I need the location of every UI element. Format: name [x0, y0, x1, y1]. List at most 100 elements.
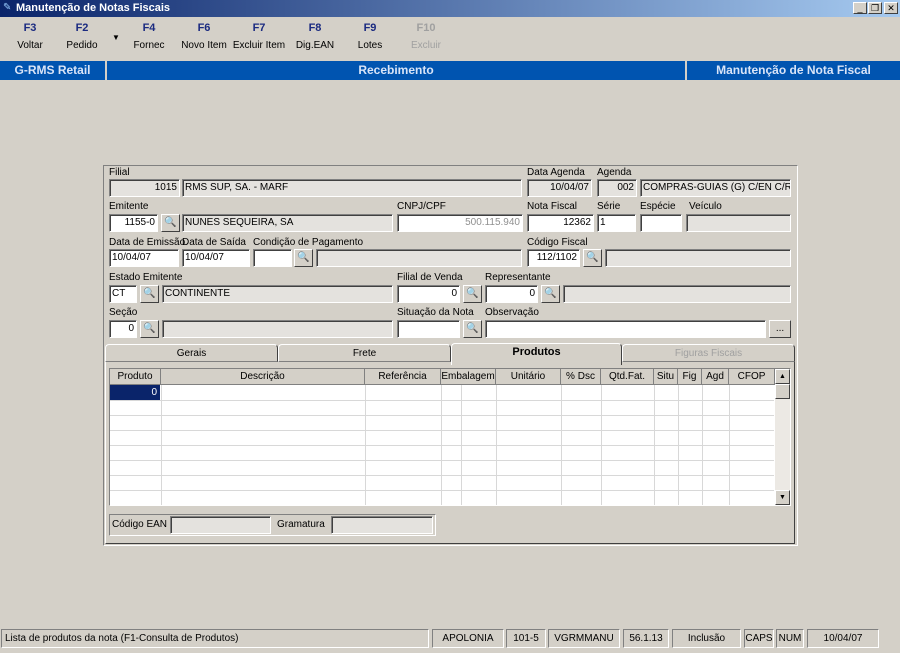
- toolbar-lotes-button[interactable]: F9 Lotes: [340, 22, 400, 51]
- binoculars-icon[interactable]: 🔍: [140, 320, 159, 338]
- products-grid[interactable]: Produto Descrição Referência Embalagem U…: [109, 368, 791, 506]
- status-version: 56.1.13: [623, 629, 669, 648]
- estado-emitente-input[interactable]: CT: [109, 285, 137, 303]
- grid-row-line: [110, 430, 774, 431]
- key-label: F7: [252, 22, 266, 34]
- agenda-label: Agenda: [597, 167, 632, 178]
- key-label: F3: [23, 22, 37, 34]
- tab-produtos[interactable]: Produtos: [451, 343, 622, 365]
- codigo-fiscal-label: Código Fiscal: [527, 237, 588, 248]
- col-header-unitario[interactable]: Unitário: [496, 369, 561, 385]
- serie-input[interactable]: 1: [597, 214, 636, 232]
- binoculars-icon[interactable]: 🔍: [161, 214, 180, 232]
- estado-emitente-name: CONTINENTE: [162, 285, 393, 303]
- toolbar-dig-ean-button[interactable]: F8 Dig.EAN: [285, 22, 345, 51]
- key-label: F4: [142, 22, 156, 34]
- col-header-qtd-fat[interactable]: Qtd.Fat.: [601, 369, 654, 385]
- button-label: Excluir Item: [232, 40, 286, 51]
- binoculars-icon[interactable]: 🔍: [583, 249, 602, 267]
- cond-pagamento-input[interactable]: [253, 249, 292, 267]
- filial-venda-input[interactable]: 0: [397, 285, 460, 303]
- col-header-descricao[interactable]: Descrição: [161, 369, 365, 385]
- data-saida-input[interactable]: 10/04/07: [182, 249, 250, 267]
- binoculars-icon[interactable]: 🔍: [294, 249, 313, 267]
- key-label: F6: [197, 22, 211, 34]
- close-button[interactable]: ✕: [884, 2, 898, 14]
- binoculars-icon[interactable]: 🔍: [463, 285, 482, 303]
- codigo-fiscal-input[interactable]: 112/1102: [527, 249, 580, 267]
- minimize-button[interactable]: _: [853, 2, 867, 14]
- scroll-down-icon[interactable]: ▼: [775, 490, 790, 505]
- col-header-agd[interactable]: Agd: [702, 369, 729, 385]
- title-bar: Manutenção de Notas Fiscais: [0, 0, 900, 17]
- col-header-cfop[interactable]: CFOP: [729, 369, 775, 385]
- nota-fiscal-input[interactable]: 12362: [527, 214, 594, 232]
- cond-pagamento-desc: [316, 249, 522, 267]
- toolbar-pedido-button[interactable]: F2 Pedido: [52, 22, 112, 51]
- binoculars-icon[interactable]: 🔍: [140, 285, 159, 303]
- gramatura-label: Gramatura: [277, 519, 325, 530]
- status-caps: CAPS: [744, 629, 774, 648]
- nota-fiscal-label: Nota Fiscal: [527, 201, 578, 212]
- banner-module: Recebimento: [107, 61, 685, 80]
- grid-row-line: [110, 460, 774, 461]
- binoculars-icon[interactable]: 🔍: [541, 285, 560, 303]
- data-agenda-field: 10/04/07: [527, 179, 592, 197]
- serie-label: Série: [597, 201, 621, 212]
- binoculars-icon[interactable]: 🔍: [463, 320, 482, 338]
- observacao-more-button[interactable]: ...: [769, 320, 791, 338]
- codigo-fiscal-desc: [605, 249, 791, 267]
- ean-label: Código EAN: [112, 519, 168, 530]
- tab-frete[interactable]: Frete: [278, 344, 451, 362]
- key-label: F10: [416, 22, 436, 34]
- representante-label: Representante: [485, 272, 551, 283]
- button-label: Dig.EAN: [295, 40, 335, 51]
- situacao-label: Situação da Nota: [397, 307, 474, 318]
- button-label: Pedido: [66, 40, 98, 51]
- secao-input[interactable]: 0: [109, 320, 137, 338]
- grid-row-line: [110, 415, 774, 416]
- status-num: NUM: [776, 629, 804, 648]
- scroll-thumb[interactable]: [775, 384, 790, 399]
- tab-gerais[interactable]: Gerais: [105, 344, 278, 362]
- toolbar-excluir-item-button[interactable]: F7 Excluir Item: [229, 22, 289, 51]
- agenda-code-field: 002: [597, 179, 637, 197]
- col-header-embalagem[interactable]: Embalagem: [441, 369, 496, 385]
- cond-pagamento-label: Condição de Pagamento: [253, 237, 364, 248]
- scroll-up-icon[interactable]: ▲: [775, 369, 790, 384]
- col-header-situ[interactable]: Situ: [654, 369, 678, 385]
- toolbar-excluir-button: F10 Excluir: [396, 22, 456, 51]
- key-label: F8: [308, 22, 322, 34]
- filial-label: Filial: [109, 167, 130, 178]
- situacao-input[interactable]: [397, 320, 460, 338]
- ean-field: [170, 516, 271, 534]
- toolbar-voltar-button[interactable]: F3 Voltar: [0, 22, 60, 51]
- especie-input[interactable]: [640, 214, 682, 232]
- col-header-produto[interactable]: Produto: [110, 369, 161, 385]
- grid-cell-produto-selected[interactable]: 0: [110, 385, 160, 400]
- pedido-dropdown-icon[interactable]: ▼: [112, 33, 120, 42]
- toolbar-novo-item-button[interactable]: F6 Novo Item: [174, 22, 234, 51]
- button-label: Novo Item: [181, 40, 227, 51]
- grid-row-line: [110, 445, 774, 446]
- representante-input[interactable]: 0: [485, 285, 538, 303]
- app-icon: ✎: [3, 2, 12, 13]
- observacao-input[interactable]: [485, 320, 766, 338]
- col-header-dsc[interactable]: % Dsc: [561, 369, 601, 385]
- cnpj-field: 500.115.940: [397, 214, 523, 232]
- status-filial: 101-5: [506, 629, 546, 648]
- col-header-referencia[interactable]: Referência: [365, 369, 441, 385]
- estado-emitente-label: Estado Emitente: [109, 272, 183, 283]
- emitente-label: Emitente: [109, 201, 149, 212]
- col-header-fig[interactable]: Fig: [678, 369, 702, 385]
- grid-scrollbar[interactable]: ▲ ▼: [775, 369, 790, 505]
- toolbar-fornec-button[interactable]: F4 Fornec: [119, 22, 179, 51]
- secao-desc: [162, 320, 393, 338]
- filial-name-field: RMS SUP, SA. - MARF: [182, 179, 522, 197]
- key-label: F2: [75, 22, 89, 34]
- maximize-button[interactable]: ❐: [868, 2, 882, 14]
- especie-label: Espécie: [640, 201, 676, 212]
- data-emissao-input[interactable]: 10/04/07: [109, 249, 179, 267]
- filial-code-field: 1015: [109, 179, 180, 197]
- emitente-code-input[interactable]: 1155-0: [109, 214, 158, 232]
